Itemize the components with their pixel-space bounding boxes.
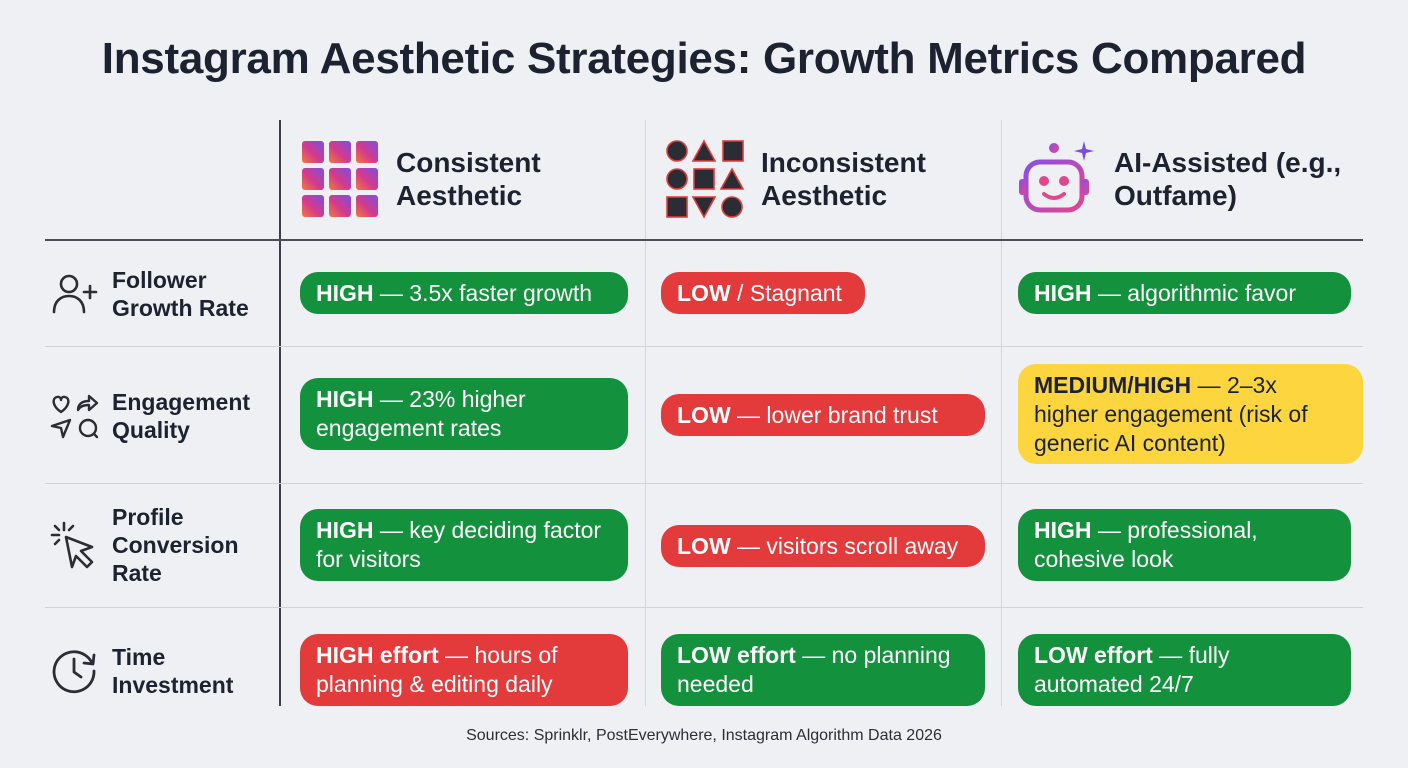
cell-status: HIGH bbox=[316, 386, 374, 412]
add-user-icon bbox=[52, 274, 98, 314]
cell-status: HIGH bbox=[316, 517, 374, 543]
cell-ai-profile-conversion: HIGH — professional, cohesive look bbox=[1018, 509, 1351, 581]
cell-inconsistent-profile-conversion: LOW — visitors scroll away bbox=[661, 525, 985, 567]
cell-status: HIGH bbox=[1034, 517, 1092, 543]
sources-footnote: Sources: Sprinklr, PostEverywhere, Insta… bbox=[466, 727, 942, 744]
column-header-ai-assisted: AI-Assisted (e.g., Outfame) bbox=[1018, 139, 1344, 219]
cell-status: MEDIUM/HIGH bbox=[1034, 371, 1192, 398]
column-header-label: AI-Assisted (e.g., Outfame) bbox=[1114, 147, 1342, 211]
cell-inconsistent-follower-growth: LOW / Stagnant bbox=[661, 272, 865, 314]
cell-detail: — lower brand trust bbox=[730, 401, 938, 428]
column-header-label: Consistent Aesthetic bbox=[396, 147, 541, 211]
cell-status: LOW bbox=[677, 401, 731, 428]
row-header-label: Time Investment bbox=[112, 644, 234, 698]
engagement-icons bbox=[50, 394, 99, 439]
row-divider bbox=[45, 607, 1363, 608]
cell-status: HIGH bbox=[316, 279, 374, 306]
cell-consistent-profile-conversion: HIGH — key deciding factor for visitors bbox=[300, 509, 628, 581]
cell-detail: / Stagnant bbox=[730, 279, 842, 306]
column-header-consistent: Consistent Aesthetic bbox=[300, 139, 626, 219]
mixed-shapes-icon bbox=[666, 139, 745, 219]
column-divider bbox=[279, 120, 281, 706]
gradient-grid-icon bbox=[302, 141, 378, 217]
cell-detail: — hours of planning & editing daily bbox=[316, 642, 558, 697]
cursor-click-icon bbox=[50, 521, 94, 569]
cell-status: HIGH bbox=[1034, 279, 1092, 306]
row-header-label: Engagement Quality bbox=[112, 389, 251, 443]
column-divider bbox=[1001, 120, 1002, 706]
clock-icon bbox=[52, 650, 96, 694]
row-header-label: Profile Conversion Rate bbox=[112, 504, 239, 586]
column-header-inconsistent: Inconsistent Aesthetic bbox=[665, 139, 991, 219]
cell-consistent-time-investment: HIGH effort — hours of planning & editin… bbox=[300, 634, 628, 706]
row-header-engagement: Engagement Quality bbox=[48, 388, 262, 444]
cell-status: LOW effort bbox=[677, 642, 796, 668]
column-divider bbox=[645, 120, 646, 706]
cell-detail: — visitors scroll away bbox=[730, 532, 959, 559]
row-header-profile-conversion: Profile Conversion Rate bbox=[48, 503, 262, 587]
cell-detail: — key deciding factor for visitors bbox=[316, 517, 602, 572]
cell-detail: — fully automated 24/7 bbox=[1034, 642, 1230, 697]
page-title: Instagram Aesthetic Strategies: Growth M… bbox=[101, 34, 1307, 83]
cell-detail: — 2–3x higher engagement (risk of generi… bbox=[1034, 371, 1308, 456]
cell-ai-follower-growth: HIGH — algorithmic favor bbox=[1018, 272, 1351, 314]
cell-ai-time-investment: LOW effort — fully automated 24/7 bbox=[1018, 634, 1351, 706]
header-divider bbox=[45, 239, 1363, 241]
cell-consistent-follower-growth: HIGH — 3.5x faster growth bbox=[300, 272, 628, 314]
cell-status: LOW effort bbox=[1034, 642, 1153, 668]
row-divider bbox=[45, 346, 1363, 347]
cell-inconsistent-engagement: LOW — lower brand trust bbox=[661, 394, 985, 436]
cell-detail: — 23% higher engagement rates bbox=[316, 386, 526, 441]
row-header-time-investment: Time Investment bbox=[48, 643, 262, 699]
row-divider bbox=[45, 483, 1363, 484]
cell-detail: — 3.5x faster growth bbox=[373, 279, 593, 306]
cell-ai-engagement: MEDIUM/HIGH — 2–3x higher engagement (ri… bbox=[1018, 364, 1363, 464]
cell-inconsistent-time-investment: LOW effort — no planning needed bbox=[661, 634, 985, 706]
cell-status: LOW bbox=[677, 532, 731, 559]
column-header-label: Inconsistent Aesthetic bbox=[761, 147, 926, 211]
row-header-follower-growth: Follower Growth Rate bbox=[48, 266, 262, 322]
cell-status: HIGH effort bbox=[316, 642, 439, 668]
cell-consistent-engagement: HIGH — 23% higher engagement rates bbox=[300, 378, 628, 450]
cell-detail: — professional, cohesive look bbox=[1034, 517, 1258, 572]
robot-icon bbox=[1019, 141, 1094, 213]
row-header-label: Follower Growth Rate bbox=[112, 267, 249, 321]
cell-detail: — no planning needed bbox=[677, 642, 951, 697]
cell-status: LOW bbox=[677, 279, 731, 306]
cell-detail: — algorithmic favor bbox=[1091, 279, 1297, 306]
